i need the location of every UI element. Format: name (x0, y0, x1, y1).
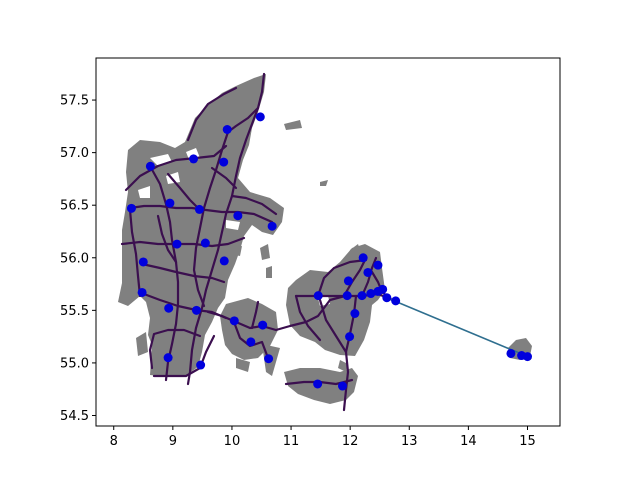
city-point (357, 291, 367, 301)
city-point (363, 267, 373, 277)
city-point (373, 260, 383, 270)
y-tick-label: 57.0 (60, 146, 89, 161)
x-tick-label: 12 (342, 434, 359, 449)
ferry-route-line (386, 296, 531, 359)
city-point (313, 379, 323, 389)
city-point (264, 354, 274, 364)
city-point (172, 239, 182, 249)
x-tick-label: 15 (519, 434, 536, 449)
city-point (191, 305, 201, 315)
city-point (313, 291, 323, 301)
y-tick-label: 56.5 (60, 199, 89, 214)
city-point (200, 238, 210, 248)
city-point (219, 256, 229, 266)
y-tick-label: 55.0 (60, 356, 89, 371)
city-point (267, 221, 277, 231)
city-point (246, 337, 256, 347)
city-point (229, 316, 239, 326)
city-point (382, 293, 392, 303)
y-tick-label: 56.0 (60, 251, 89, 266)
x-tick-label: 11 (283, 434, 300, 449)
x-tick-label: 14 (460, 434, 477, 449)
city-point (258, 320, 268, 330)
x-axis-ticks: 8 9 10 11 12 13 14 15 (110, 426, 536, 449)
city-point (391, 296, 401, 306)
city-point (343, 276, 353, 286)
x-tick-label: 13 (401, 434, 418, 449)
y-tick-label: 57.5 (60, 94, 89, 109)
y-tick-label: 55.5 (60, 304, 89, 319)
city-point (506, 348, 516, 358)
city-point (163, 353, 173, 363)
city-point (345, 332, 355, 342)
city-point (358, 253, 368, 263)
x-tick-label: 9 (169, 434, 177, 449)
city-point (194, 204, 204, 214)
y-tick-label: 54.5 (60, 409, 89, 424)
y-axis-ticks: 54.5 55.0 55.5 56.0 56.5 57.0 57.5 (60, 94, 96, 424)
city-point (137, 287, 147, 297)
city-point (255, 112, 265, 122)
city-point (222, 124, 232, 134)
x-tick-label: 10 (224, 434, 241, 449)
x-tick-label: 8 (110, 434, 118, 449)
city-point (350, 308, 360, 318)
city-point (145, 161, 155, 171)
city-point (165, 198, 175, 208)
city-point (126, 203, 136, 213)
city-point (219, 157, 229, 167)
city-points (126, 112, 532, 391)
city-point (342, 291, 352, 301)
city-point (196, 360, 206, 370)
city-point (164, 303, 174, 313)
road-network (120, 72, 394, 412)
plot-frame (95, 57, 561, 427)
city-point (189, 154, 199, 164)
city-point (378, 284, 388, 294)
city-point (366, 289, 376, 299)
city-point (138, 257, 148, 267)
city-point (337, 381, 347, 391)
city-point (233, 211, 243, 221)
ferry-line (386, 296, 531, 359)
city-point (522, 352, 532, 362)
